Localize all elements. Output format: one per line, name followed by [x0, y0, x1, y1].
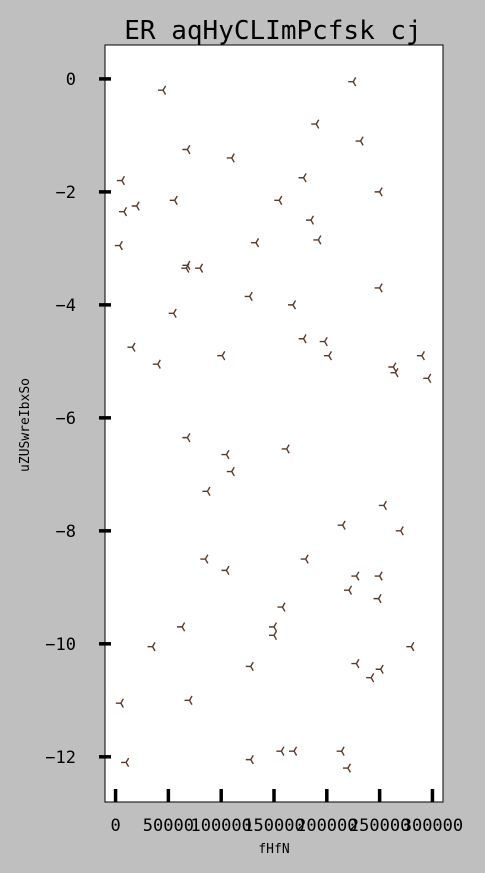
- x-axis-label: fHfN: [258, 842, 289, 857]
- data-point: [311, 119, 320, 129]
- data-point: [373, 593, 382, 604]
- data-point: [177, 622, 186, 632]
- data-point: [319, 336, 328, 347]
- data-point: [323, 351, 333, 361]
- data-point: [226, 466, 235, 477]
- data-point: [245, 661, 254, 672]
- data-point: [375, 664, 384, 674]
- data-point: [121, 757, 130, 768]
- data-point: [245, 754, 254, 765]
- data-point: [269, 630, 278, 641]
- plot-area: [104, 44, 444, 803]
- data-point: [277, 602, 286, 612]
- data-point: [342, 763, 352, 773]
- data-point: [195, 263, 204, 273]
- data-point: [226, 153, 235, 163]
- data-point: [158, 85, 167, 95]
- data-point: [200, 554, 209, 564]
- data-point: [366, 673, 375, 683]
- data-point: [374, 571, 383, 581]
- data-point: [182, 144, 191, 155]
- data-point: [181, 263, 190, 273]
- y-axis-label: uZUSwreIbxSo: [18, 378, 33, 472]
- data-point: [147, 641, 156, 652]
- y-tick-label: −2: [56, 183, 76, 203]
- data-point: [152, 359, 161, 369]
- data-point: [313, 235, 322, 245]
- data-point: [305, 215, 315, 225]
- x-tick-label: 250000: [349, 816, 410, 836]
- data-point: [351, 571, 360, 581]
- data-point: [337, 520, 346, 530]
- x-tick-label: 50000: [143, 816, 194, 836]
- data-point: [388, 362, 397, 372]
- data-point: [351, 658, 360, 669]
- data-point: [274, 195, 283, 206]
- data-point: [217, 351, 226, 361]
- data-point: [114, 240, 123, 251]
- data-point: [131, 201, 140, 211]
- data-point: [300, 554, 309, 564]
- y-tick-label: −12: [45, 748, 76, 768]
- data-points: [114, 77, 432, 773]
- data-point: [288, 300, 297, 310]
- data-point: [374, 187, 383, 197]
- data-point: [202, 486, 211, 496]
- data-point: [119, 206, 128, 217]
- x-tick-label: 300000: [402, 816, 463, 836]
- data-point: [336, 746, 345, 756]
- data-point: [168, 308, 177, 319]
- data-point: [244, 291, 253, 302]
- data-point: [276, 746, 285, 756]
- y-tick-label: 0: [66, 70, 76, 90]
- data-point: [115, 698, 124, 708]
- data-point: [251, 238, 260, 248]
- data-point: [221, 449, 230, 460]
- data-point: [281, 444, 290, 454]
- data-point: [269, 622, 278, 632]
- data-point: [374, 283, 383, 293]
- data-point: [127, 342, 136, 352]
- x-tick-label: 0: [110, 816, 120, 836]
- y-tick-label: −6: [56, 409, 76, 429]
- data-point: [355, 136, 364, 146]
- y-axis: 0 −2 −4 −6 −8 −10 −12: [45, 70, 111, 768]
- data-point: [378, 500, 387, 511]
- data-point: [390, 367, 399, 378]
- data-point: [423, 373, 432, 383]
- data-point: [406, 641, 415, 652]
- x-tick-label: 100000: [190, 816, 251, 836]
- data-point: [184, 695, 193, 705]
- x-tick-label: 150000: [243, 816, 304, 836]
- data-point: [116, 175, 126, 186]
- y-tick-label: −4: [56, 296, 76, 316]
- data-point: [298, 173, 307, 183]
- data-point: [343, 585, 353, 595]
- y-tick-label: −8: [56, 522, 76, 542]
- data-point: [289, 746, 298, 756]
- data-point: [182, 432, 191, 443]
- data-point: [298, 334, 307, 344]
- y-tick-label: −10: [45, 635, 76, 655]
- data-point: [348, 77, 357, 87]
- data-point: [416, 351, 425, 361]
- data-point: [169, 195, 178, 206]
- x-tick-label: 200000: [296, 816, 357, 836]
- chart-title: ER aqHyCLImPcfsk cj: [124, 16, 421, 46]
- data-point: [221, 565, 230, 576]
- data-point: [395, 526, 404, 536]
